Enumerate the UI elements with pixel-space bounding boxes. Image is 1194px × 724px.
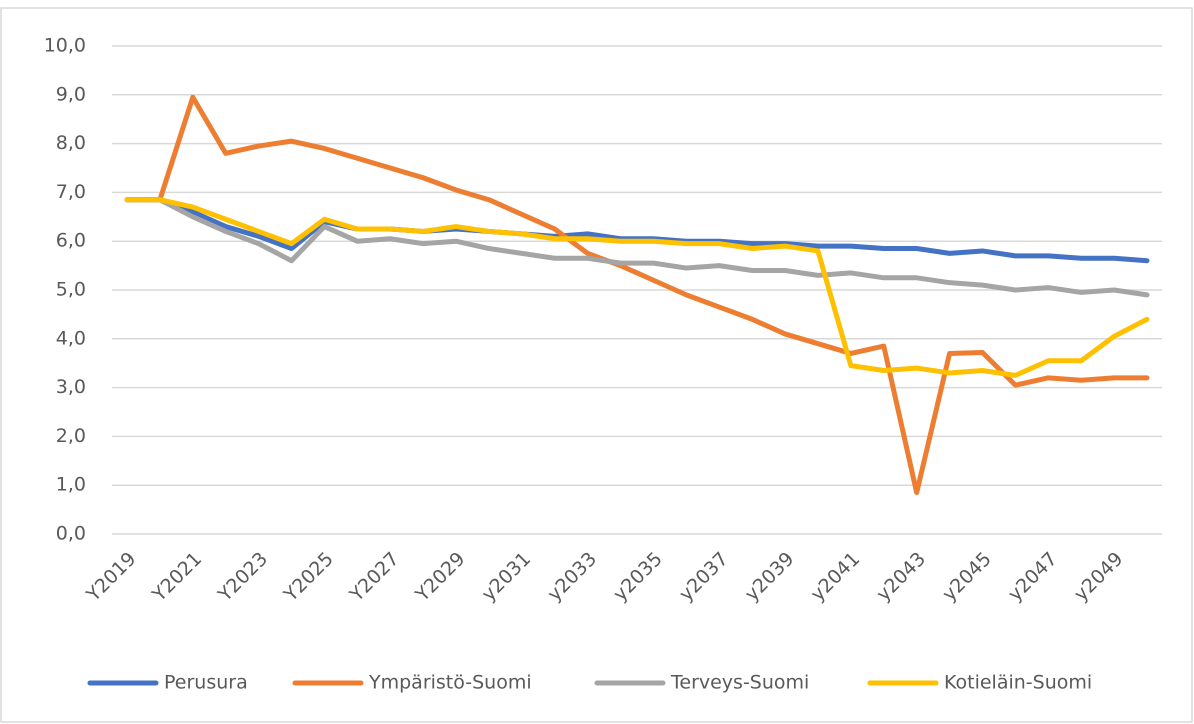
y-tick-label: 4,0 [56,327,86,349]
y-tick-label: 0,0 [56,523,86,545]
y-tick-label: 10,0 [44,35,86,57]
legend-label: Ympäristö-Suomi [368,672,532,694]
y-tick-label: 1,0 [56,474,86,496]
y-tick-label: 3,0 [56,376,86,398]
legend-label: Perusura [164,672,248,694]
y-tick-label: 5,0 [56,279,86,301]
series-line [124,94,1150,496]
y-tick-label: 9,0 [56,83,86,105]
chart-border [0,7,1193,723]
y-tick-label: 6,0 [56,230,86,252]
series-line [124,197,1150,378]
series-line [124,197,1150,298]
legend-label: Terveys-Suomi [670,672,809,694]
legend-label: Kotieläin-Suomi [944,672,1092,694]
y-tick-label: 7,0 [56,181,86,203]
y-tick-label: 2,0 [56,425,86,447]
y-tick-label: 8,0 [56,132,86,154]
